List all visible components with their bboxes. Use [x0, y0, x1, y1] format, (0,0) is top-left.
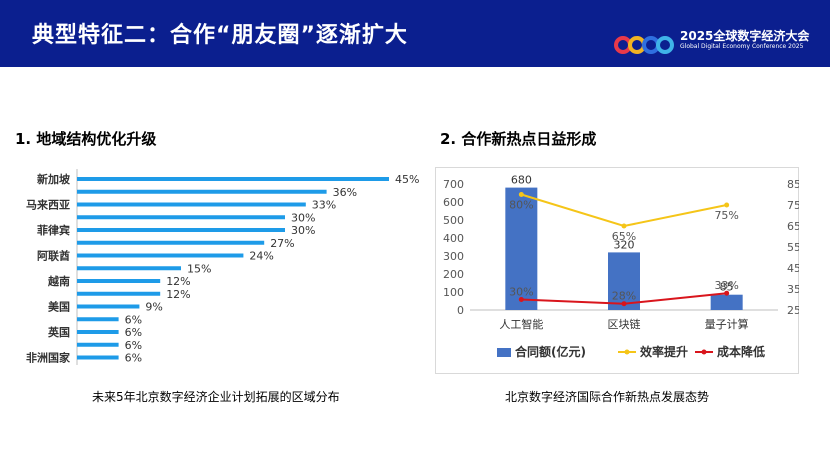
category-label: 新加坡	[37, 172, 71, 186]
bar	[77, 253, 244, 258]
bar-value-label: 27%	[270, 237, 294, 250]
category-label: 阿联酋	[37, 249, 70, 263]
bar	[77, 215, 285, 220]
x-tick-label: 区块链	[608, 317, 641, 331]
legend-swatch-marker	[624, 349, 630, 355]
hotspot-combo-chart: 0 100 200 300 400 500 600 700 25% 35% 45% 55% 65% 75%…	[443, 174, 799, 359]
x-tick-label: 量子计算	[705, 317, 749, 331]
hotspot-chart-frame	[435, 167, 799, 374]
series-point	[724, 290, 730, 296]
logo-ring-2	[628, 36, 646, 54]
series-line	[521, 193, 727, 228]
region-bar-chart: 45%新加坡36%33%马来西亚30%30%菲律宾27%24%阿联酋15%12%…	[26, 169, 419, 365]
bar-value-label: 6%	[125, 339, 142, 352]
category-label: 非洲国家	[26, 351, 71, 365]
y-right-tick-label: 45%	[787, 262, 799, 275]
series-point-label: 80%	[509, 199, 533, 212]
bar-value-label: 85	[720, 281, 734, 294]
bar	[77, 266, 181, 271]
bar	[77, 355, 119, 360]
y-left-tick-label: 100	[443, 286, 464, 299]
bar-value-label: 12%	[166, 288, 190, 301]
category-label: 越南	[47, 274, 70, 288]
logo-ring-1	[614, 36, 632, 54]
section1-title: 1. 地域结构优化升级	[15, 130, 157, 148]
bar-value-label: 6%	[125, 352, 142, 365]
series-point	[621, 223, 627, 229]
series-point	[518, 297, 524, 302]
chart1-caption: 未来5年北京数字经济企业计划拓展的区域分布	[92, 390, 340, 404]
bar	[77, 240, 265, 245]
series-point-label: 30%	[509, 286, 533, 299]
category-label: 英国	[47, 325, 70, 339]
series-point-label: 28%	[612, 290, 636, 303]
bar-value-label: 45%	[395, 173, 419, 186]
x-tick-label: 人工智能	[499, 317, 543, 331]
bar	[505, 187, 538, 310]
series-point	[621, 301, 627, 307]
y-right-tick-label: 35%	[787, 283, 799, 296]
page-title: 典型特征二：合作“朋友圈”逐渐扩大	[32, 23, 408, 48]
series-point	[724, 202, 730, 208]
category-label: 美国	[48, 300, 70, 314]
gdec-logo	[614, 36, 674, 54]
legend-label: 效率提升	[640, 344, 688, 359]
legend-swatch-marker	[701, 349, 707, 355]
series-point-label: 33%	[714, 279, 738, 292]
bar-value-label: 30%	[291, 224, 315, 237]
y-left-tick-label: 200	[443, 268, 464, 281]
y-left-tick-label: 600	[443, 196, 464, 209]
bar-value-label: 33%	[312, 199, 336, 212]
bar	[77, 202, 306, 207]
bar	[710, 294, 743, 310]
conference-name: 2025全球数字经济大会	[680, 29, 810, 43]
bar-value-label: 12%	[166, 275, 190, 288]
logo-ring-4	[656, 36, 674, 54]
bar-value-label: 9%	[145, 301, 162, 314]
bar	[77, 342, 119, 347]
series-point-label: 75%	[714, 209, 738, 222]
bar	[77, 177, 389, 181]
bar	[77, 228, 285, 232]
y-left-tick-label: 300	[443, 250, 464, 263]
bar	[77, 330, 119, 334]
y-right-tick-label: 75%	[787, 199, 799, 212]
logo-ring-3	[642, 36, 660, 54]
legend-label: 合同额(亿元)	[515, 344, 586, 359]
y-left-tick-label: 500	[443, 214, 464, 227]
section2-title: 2. 合作新热点日益形成	[440, 130, 597, 148]
bar	[77, 279, 161, 283]
bar-value-label: 24%	[249, 250, 273, 263]
bar	[77, 291, 161, 296]
series-point	[518, 192, 524, 197]
chart2-caption: 北京数字经济国际合作新热点发展态势	[505, 390, 710, 404]
category-label: 菲律宾	[37, 223, 70, 237]
bar-value-label: 6%	[125, 326, 142, 339]
bar	[77, 304, 140, 309]
header-bar: 典型特征二：合作“朋友圈”逐渐扩大 2025全球数字经济大会 Global Di…	[0, 0, 830, 67]
y-left-tick-label: 700	[443, 178, 464, 191]
bar-value-label: 30%	[291, 211, 315, 224]
legend-label: 成本降低	[717, 344, 765, 359]
y-right-tick-label: 55%	[787, 241, 799, 254]
bar	[608, 252, 640, 310]
bar	[77, 189, 327, 194]
bar	[77, 317, 119, 322]
category-label: 马来西亚	[26, 198, 70, 212]
bar-value-label: 6%	[125, 313, 142, 326]
bar-value-label: 36%	[333, 186, 357, 199]
bar-value-label: 320	[614, 238, 635, 251]
y-left-tick-label: 0	[457, 304, 464, 317]
series-point-label: 65%	[612, 230, 636, 243]
legend-swatch-bar	[497, 348, 511, 357]
y-right-tick-label: 65%	[787, 220, 799, 233]
y-left-tick-label: 400	[443, 232, 464, 245]
bar-value-label: 15%	[187, 262, 211, 275]
bar-value-label: 680	[511, 174, 532, 187]
y-right-tick-label: 25%	[787, 304, 799, 317]
y-right-tick-label: 85%	[787, 178, 799, 191]
conference-name-en: Global Digital Economy Conference 2025	[680, 43, 804, 50]
